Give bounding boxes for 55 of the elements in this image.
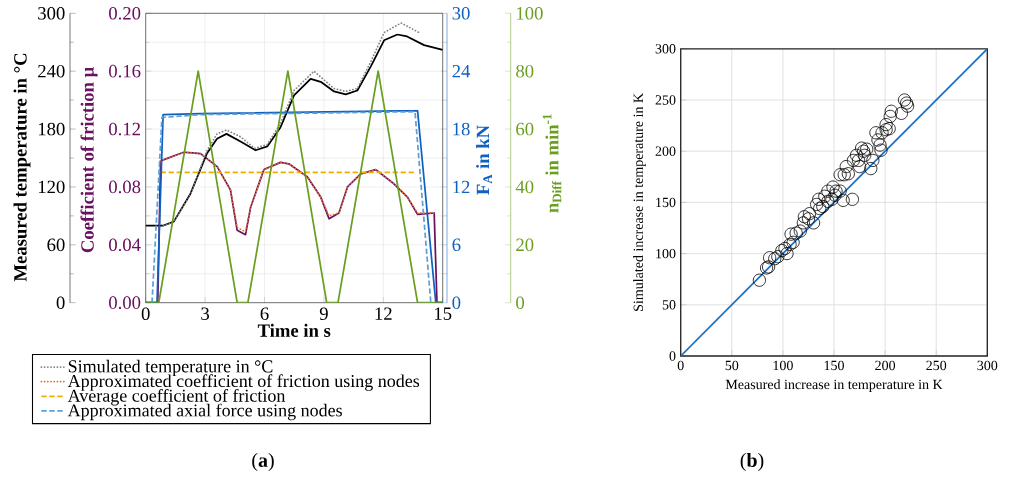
y-tick-label: 0 bbox=[669, 351, 676, 361]
y-tick-label: 250 bbox=[655, 95, 676, 105]
x-axis-title: Time in s bbox=[257, 323, 331, 337]
y-tick-label: 0.04 bbox=[109, 238, 141, 252]
y3-tick-label: 30 bbox=[452, 7, 470, 20]
line-series bbox=[162, 22, 422, 227]
y2-tick-label: 300 bbox=[38, 7, 65, 20]
y3-tick-label: 18 bbox=[453, 122, 470, 136]
y-tick-label: 0.08 bbox=[109, 180, 141, 194]
y3-axis-title: F$_{A}$ in kN bbox=[476, 125, 492, 195]
y3-tick-label: 12 bbox=[453, 180, 470, 194]
y-axis-title: n$_{Diff}$ in min$^{-1}$ bbox=[542, 114, 562, 213]
y-tick-label: 300 bbox=[655, 44, 676, 54]
y2-tick-label: 120 bbox=[38, 180, 65, 194]
y-tick-label: 0 bbox=[516, 296, 525, 310]
y2-tick-label: 240 bbox=[38, 64, 65, 78]
x-tick-label: 0 bbox=[677, 360, 684, 371]
x-tick-label: 6 bbox=[260, 307, 269, 320]
x-tick-label: 100 bbox=[773, 360, 793, 371]
x-tick-label: 300 bbox=[977, 360, 998, 371]
y2-tick-label: 180 bbox=[38, 122, 65, 136]
x-tick-label: 250 bbox=[926, 360, 947, 371]
x-tick-label: 12 bbox=[375, 307, 392, 320]
x-tick-label: 9 bbox=[319, 307, 328, 320]
y-tick-label: 0.16 bbox=[109, 64, 141, 78]
y-tick-label: 0.12 bbox=[109, 122, 140, 136]
y-tick-label: 0.20 bbox=[109, 6, 141, 20]
y-axis-title: Coefficient of friction μ bbox=[80, 67, 98, 253]
y-tick-label: 60 bbox=[516, 122, 534, 136]
y-tick-label: 0.00 bbox=[109, 296, 141, 310]
x-tick-label: 3 bbox=[201, 307, 210, 320]
y2-tick-label: 60 bbox=[47, 238, 65, 252]
y-tick-label: 80 bbox=[516, 64, 534, 78]
y-tick-label: 200 bbox=[655, 146, 676, 156]
x-tick-label: 15 bbox=[435, 307, 452, 320]
x-axis-title: Measured increase in temperature in K bbox=[725, 379, 943, 392]
y-tick-label: 20 bbox=[516, 238, 534, 252]
y-tick-label: 40 bbox=[515, 180, 534, 194]
y3-tick-label: 6 bbox=[452, 238, 461, 252]
text: (a) bbox=[252, 452, 274, 472]
y2-tick-label: 0 bbox=[56, 296, 65, 310]
y2-axis-title: Measured temperature in °C bbox=[13, 53, 31, 282]
y-tick-label: 100 bbox=[517, 7, 543, 20]
y-tick-label: 100 bbox=[656, 248, 676, 259]
y3-tick-label: 0 bbox=[452, 296, 461, 310]
y-tick-label: 150 bbox=[656, 197, 676, 208]
x-tick-label: 0 bbox=[141, 307, 150, 321]
y3-tick-label: 24 bbox=[452, 65, 471, 78]
x-tick-label: 150 bbox=[824, 360, 844, 371]
y-tick-label: 50 bbox=[662, 300, 676, 310]
y-axis-title: Simulated increase in temperature in K bbox=[633, 93, 646, 311]
x-tick-label: 50 bbox=[725, 360, 739, 371]
line-series bbox=[159, 151, 436, 233]
text: (b) bbox=[740, 452, 764, 472]
x-tick-label: 200 bbox=[875, 360, 896, 371]
